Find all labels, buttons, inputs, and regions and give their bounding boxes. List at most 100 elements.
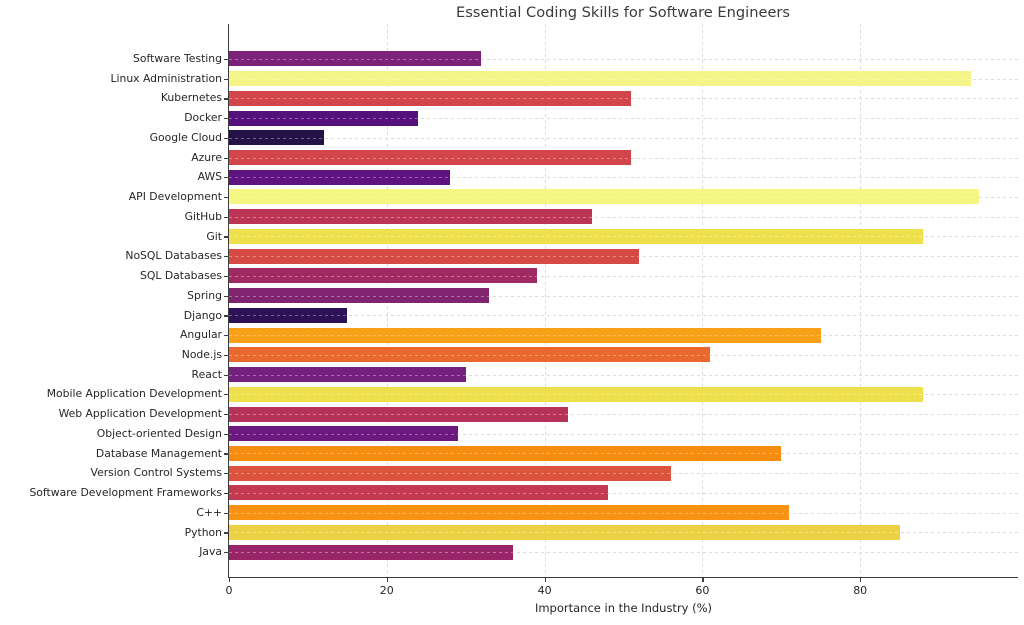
bar-row bbox=[229, 542, 1018, 562]
bar-gridline-overlay bbox=[229, 275, 537, 277]
bar-row bbox=[229, 246, 1018, 266]
bar bbox=[229, 505, 790, 521]
bar-row bbox=[229, 187, 1018, 207]
y-gridline bbox=[229, 275, 1018, 277]
y-axis-label: Angular bbox=[180, 328, 222, 342]
bar-gridline-overlay bbox=[229, 196, 979, 198]
bar-row bbox=[229, 306, 1018, 326]
bar-row bbox=[229, 148, 1018, 168]
x-tick-mark bbox=[860, 578, 862, 582]
y-axis-label: Web Application Development bbox=[58, 407, 222, 421]
y-axis-label: AWS bbox=[197, 170, 222, 184]
y-axis-label: React bbox=[191, 367, 222, 381]
y-axis-label: GitHub bbox=[184, 209, 222, 223]
y-axis-label: Python bbox=[184, 525, 222, 539]
bar bbox=[229, 327, 821, 343]
y-gridline bbox=[229, 137, 1018, 139]
y-tick-mark bbox=[224, 335, 228, 337]
bar bbox=[229, 544, 514, 560]
bar-row bbox=[229, 49, 1018, 69]
bar-gridline-overlay bbox=[229, 216, 592, 218]
bar-gridline-overlay bbox=[229, 177, 450, 179]
x-tick-mark bbox=[702, 578, 704, 582]
y-tick-mark bbox=[224, 256, 228, 258]
bar bbox=[229, 71, 971, 87]
bar bbox=[229, 288, 490, 304]
y-axis-label: API Development bbox=[128, 190, 222, 204]
y-axis-label: C++ bbox=[196, 505, 222, 519]
bar-gridline-overlay bbox=[229, 118, 419, 120]
y-axis-labels: Software Testing Linux Administration Kube… bbox=[0, 24, 222, 578]
bar-row bbox=[229, 424, 1018, 444]
y-gridline bbox=[229, 58, 1018, 60]
bar-gridline-overlay bbox=[229, 256, 640, 258]
bar bbox=[229, 485, 608, 501]
y-gridline bbox=[229, 295, 1018, 297]
y-tick-mark bbox=[224, 374, 228, 376]
bar-gridline-overlay bbox=[229, 473, 671, 475]
y-axis-label: Java bbox=[199, 545, 222, 559]
x-tick-mark bbox=[544, 578, 546, 582]
y-axis-label: Django bbox=[183, 308, 222, 322]
bar-gridline-overlay bbox=[229, 433, 458, 435]
bar-gridline-overlay bbox=[229, 98, 632, 100]
y-axis-label: SQL Databases bbox=[140, 269, 222, 283]
bar bbox=[229, 110, 419, 126]
y-tick-mark bbox=[224, 473, 228, 475]
bar bbox=[229, 169, 450, 185]
y-gridline bbox=[229, 374, 1018, 376]
bar-row bbox=[229, 404, 1018, 424]
y-axis-label: NoSQL Databases bbox=[125, 249, 222, 263]
y-tick-mark bbox=[224, 453, 228, 455]
y-tick-mark bbox=[224, 157, 228, 159]
bar-gridline-overlay bbox=[229, 374, 466, 376]
bar-gridline-overlay bbox=[229, 315, 348, 317]
bar-gridline-overlay bbox=[229, 532, 900, 534]
bar-row bbox=[229, 167, 1018, 187]
y-axis-label: Software Development Frameworks bbox=[29, 486, 222, 500]
y-axis-label: Version Control Systems bbox=[90, 466, 222, 480]
x-tick-label: 40 bbox=[537, 584, 552, 597]
y-tick-mark bbox=[224, 98, 228, 100]
y-gridline bbox=[229, 552, 1018, 554]
bar-row bbox=[229, 286, 1018, 306]
y-tick-mark bbox=[224, 532, 228, 534]
x-tick-mark bbox=[386, 578, 388, 582]
bar bbox=[229, 426, 458, 442]
bar-row bbox=[229, 384, 1018, 404]
bar bbox=[229, 228, 924, 244]
y-tick-mark bbox=[224, 354, 228, 356]
bar-row bbox=[229, 463, 1018, 483]
bar bbox=[229, 189, 979, 205]
x-gridline bbox=[544, 24, 546, 577]
bar bbox=[229, 524, 900, 540]
bar bbox=[229, 130, 324, 146]
x-tick-label: 0 bbox=[225, 584, 233, 597]
bar bbox=[229, 406, 569, 422]
bar bbox=[229, 90, 632, 106]
chart-title: Essential Coding Skills for Software Eng… bbox=[455, 4, 791, 21]
bar-gridline-overlay bbox=[229, 492, 608, 494]
y-tick-mark bbox=[224, 177, 228, 179]
bar-gridline-overlay bbox=[229, 512, 790, 514]
bar-gridline-overlay bbox=[229, 552, 514, 554]
bar bbox=[229, 386, 924, 402]
y-tick-mark bbox=[224, 552, 228, 554]
bar-gridline-overlay bbox=[229, 58, 482, 60]
bar-row bbox=[229, 207, 1018, 227]
bar bbox=[229, 209, 592, 225]
x-axis-title: Importance in the Industry (%) bbox=[534, 601, 713, 615]
bar-row bbox=[229, 503, 1018, 523]
y-gridline bbox=[229, 492, 1018, 494]
y-tick-mark bbox=[224, 512, 228, 514]
bar bbox=[229, 268, 537, 284]
y-axis-label: Spring bbox=[187, 288, 222, 302]
bar-row bbox=[229, 108, 1018, 128]
bar-row bbox=[229, 69, 1018, 89]
y-gridline bbox=[229, 177, 1018, 179]
y-gridline bbox=[229, 315, 1018, 317]
y-gridline bbox=[229, 414, 1018, 415]
bar-row bbox=[229, 88, 1018, 108]
y-gridline bbox=[229, 433, 1018, 435]
